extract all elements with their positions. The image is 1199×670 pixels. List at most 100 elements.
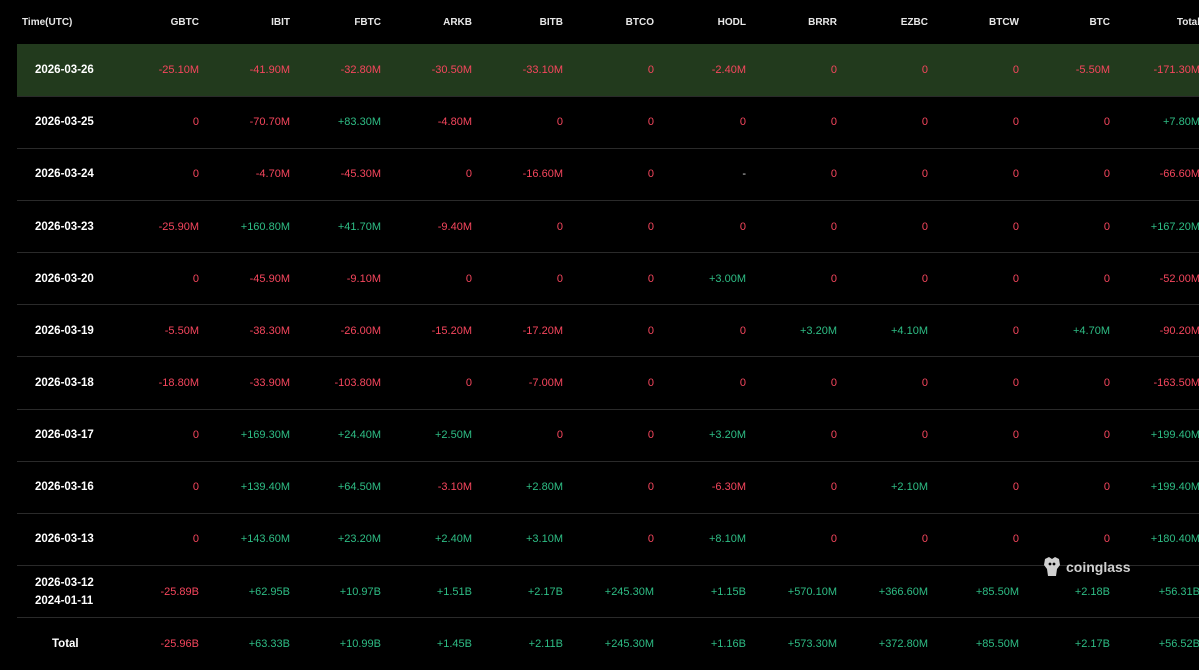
flow-cell-arkb: 0 bbox=[465, 168, 472, 181]
date-text: 2026-03-24 bbox=[35, 168, 94, 181]
header-row: Time(UTC) GBTC IBIT FBTC ARKB BITB BTCO HODL BRR… bbox=[17, 0, 1199, 44]
date-cell: 2026-03-23 bbox=[17, 200, 132, 252]
flow-cell-ezbc: 0 bbox=[921, 272, 928, 285]
table-row[interactable]: 2026-03-17 0 +169.30M +24.40M +2.50M 0 0 +3.20M… bbox=[17, 409, 1199, 462]
total-cell-btcw: +85.50M bbox=[975, 638, 1019, 651]
flow-cell-brrr: 0 bbox=[830, 272, 837, 285]
table-row[interactable]: 2026-03-19 -5.50M -38.30M -26.00M -15.20M -17… bbox=[17, 305, 1199, 357]
flow-cell-total: -90.20M bbox=[1159, 324, 1199, 337]
date-text: 2026-03-18 bbox=[35, 377, 94, 390]
flow-cell-arkb: -3.10M bbox=[437, 481, 472, 494]
flow-cell-hodl: -2.40M bbox=[711, 63, 746, 76]
flow-cell-hodl: +3.00M bbox=[709, 272, 746, 285]
flow-cell-btcw: 0 bbox=[1012, 168, 1019, 181]
flow-cell-arkb: +2.40M bbox=[435, 533, 472, 546]
column-header-btcw[interactable]: BTCW bbox=[989, 16, 1019, 28]
table-row[interactable]: 2026-03-18 -18.80M -33.90M -103.80M 0 -7.00M 0… bbox=[17, 357, 1199, 410]
flow-cell-fbtc: -103.80M bbox=[334, 377, 381, 390]
column-header-total[interactable]: Total bbox=[1176, 16, 1199, 28]
flow-cell-ibit: -38.30M bbox=[249, 324, 290, 337]
date-text: 2026-03-17 bbox=[35, 429, 94, 442]
column-header-ezbc[interactable]: EZBC bbox=[900, 16, 928, 28]
flow-cell-btco: 0 bbox=[647, 168, 654, 181]
flow-cell-ibit: +160.80M bbox=[240, 220, 290, 233]
flow-cell-bitb: -16.60M bbox=[522, 168, 563, 181]
flow-cell-hodl: 0 bbox=[739, 220, 746, 233]
flow-cell-ezbc: 0 bbox=[921, 429, 928, 442]
flow-cell-gbtc: 0 bbox=[192, 168, 199, 181]
flow-cell-brrr: 0 bbox=[830, 220, 837, 233]
flow-cell-fbtc: +83.30M bbox=[337, 116, 381, 129]
date-text: 2026-03-20 bbox=[35, 272, 94, 285]
column-header-bitb[interactable]: BITB bbox=[539, 16, 563, 28]
flow-cell-bitb: -33.10M bbox=[522, 63, 563, 76]
table-row[interactable]: 2026-03-13 0 +143.60M +23.20M +2.40M +3.10M 0 +… bbox=[17, 513, 1199, 566]
column-header-ibit[interactable]: IBIT bbox=[271, 16, 290, 28]
table-row[interactable]: 2026-03-25 0 -70.70M +83.30M -4.80M 0 0 0 0 0 0 0 +7… bbox=[17, 96, 1199, 149]
flow-cell-ibit: +143.60M bbox=[240, 533, 290, 546]
flow-cell-hodl: 0 bbox=[739, 377, 746, 390]
column-header-hodl[interactable]: HODL bbox=[717, 16, 746, 28]
flow-cell-hodl: - bbox=[742, 168, 746, 181]
flow-cell-hodl: +3.20M bbox=[709, 429, 746, 442]
flow-cell-ezbc: +2.10M bbox=[891, 481, 928, 494]
date-cell: 2026-03-12 2024-01-11 bbox=[17, 566, 132, 618]
flow-cell-hodl: -6.30M bbox=[711, 481, 746, 494]
column-header-btc[interactable]: BTC bbox=[1089, 16, 1110, 28]
total-cell-arkb: +1.45B bbox=[436, 638, 472, 651]
flow-cell-total: +180.40M bbox=[1150, 533, 1199, 546]
table-row[interactable]: 2026-03-12 2024-01-11 -25.89B +62.95B +10.97… bbox=[17, 566, 1199, 618]
table-row[interactable]: 2026-03-24 0 -4.70M -45.30M 0 -16.60M 0 - 0 0 0 0 -6… bbox=[17, 148, 1199, 201]
flow-cell-ezbc: 0 bbox=[921, 63, 928, 76]
flow-cell-fbtc: -26.00M bbox=[340, 324, 381, 337]
flow-cell-brrr: 0 bbox=[830, 481, 837, 494]
etf-flow-table: Time(UTC) GBTC IBIT FBTC ARKB BITB BTCO HODL BRR… bbox=[17, 0, 1199, 670]
flow-cell-btcw: 0 bbox=[1012, 220, 1019, 233]
flow-cell-arkb: -4.80M bbox=[437, 116, 472, 129]
column-header-btco[interactable]: BTCO bbox=[625, 16, 654, 28]
flow-cell-gbtc: -25.10M bbox=[158, 63, 199, 76]
table-row[interactable]: 2026-03-23 -25.90M +160.80M +41.70M -9.40M 0 0… bbox=[17, 200, 1199, 253]
table-row[interactable]: 2026-03-16 0 +139.40M +64.50M -3.10M +2.80M 0 -… bbox=[17, 461, 1199, 514]
flow-cell-btcw: 0 bbox=[1012, 377, 1019, 390]
flow-cell-gbtc: -5.50M bbox=[164, 324, 199, 337]
column-header-gbtc[interactable]: GBTC bbox=[170, 16, 199, 28]
flow-cell-bitb: +2.80M bbox=[526, 481, 563, 494]
date-text: 2026-03-12 bbox=[35, 576, 94, 589]
column-header-arkb[interactable]: ARKB bbox=[443, 16, 472, 28]
date-cell: 2026-03-25 bbox=[17, 96, 132, 148]
flow-cell-btcw: 0 bbox=[1012, 533, 1019, 546]
total-cell-gbtc: -25.96B bbox=[160, 638, 199, 651]
flow-cell-gbtc: -25.90M bbox=[158, 220, 199, 233]
table-row[interactable]: 2026-03-26 -25.10M -41.90M -32.80M -30.50M -3… bbox=[17, 44, 1199, 97]
flow-cell-arkb: +1.51B bbox=[436, 585, 472, 598]
date-cell: 2026-03-18 bbox=[17, 357, 132, 409]
flow-cell-arkb: 0 bbox=[465, 272, 472, 285]
column-header-time-utc[interactable]: Time(UTC) bbox=[22, 16, 73, 28]
date-text: 2026-03-13 bbox=[35, 533, 94, 546]
flow-cell-bitb: 0 bbox=[556, 272, 563, 285]
flow-cell-arkb: -9.40M bbox=[437, 220, 472, 233]
flow-cell-btcw: 0 bbox=[1012, 63, 1019, 76]
flow-cell-brrr: 0 bbox=[830, 533, 837, 546]
flow-cell-arkb: +2.50M bbox=[435, 429, 472, 442]
flow-cell-hodl: 0 bbox=[739, 116, 746, 129]
flow-cell-ibit: +139.40M bbox=[240, 481, 290, 494]
flow-cell-hodl: +8.10M bbox=[709, 533, 746, 546]
flow-cell-ibit: +169.30M bbox=[240, 429, 290, 442]
total-cell-fbtc: +10.99B bbox=[339, 638, 381, 651]
flow-cell-btco: 0 bbox=[647, 429, 654, 442]
column-header-fbtc[interactable]: FBTC bbox=[354, 16, 381, 28]
flow-cell-btco: 0 bbox=[647, 377, 654, 390]
flow-cell-bitb: 0 bbox=[556, 220, 563, 233]
flow-cell-btcw: 0 bbox=[1012, 481, 1019, 494]
flow-cell-arkb: -15.20M bbox=[431, 324, 472, 337]
flow-cell-ibit: -4.70M bbox=[255, 168, 290, 181]
coinglass-watermark: coinglass bbox=[1042, 556, 1131, 578]
flow-cell-total: -171.30M bbox=[1153, 63, 1199, 76]
flow-cell-fbtc: -9.10M bbox=[346, 272, 381, 285]
date-text: 2026-03-19 bbox=[35, 324, 94, 337]
table-row[interactable]: 2026-03-20 0 -45.90M -9.10M 0 0 0 +3.00M 0 0 0 0 -52… bbox=[17, 253, 1199, 305]
flow-cell-gbtc: -25.89B bbox=[160, 585, 199, 598]
column-header-brrr[interactable]: BRRR bbox=[808, 16, 837, 28]
